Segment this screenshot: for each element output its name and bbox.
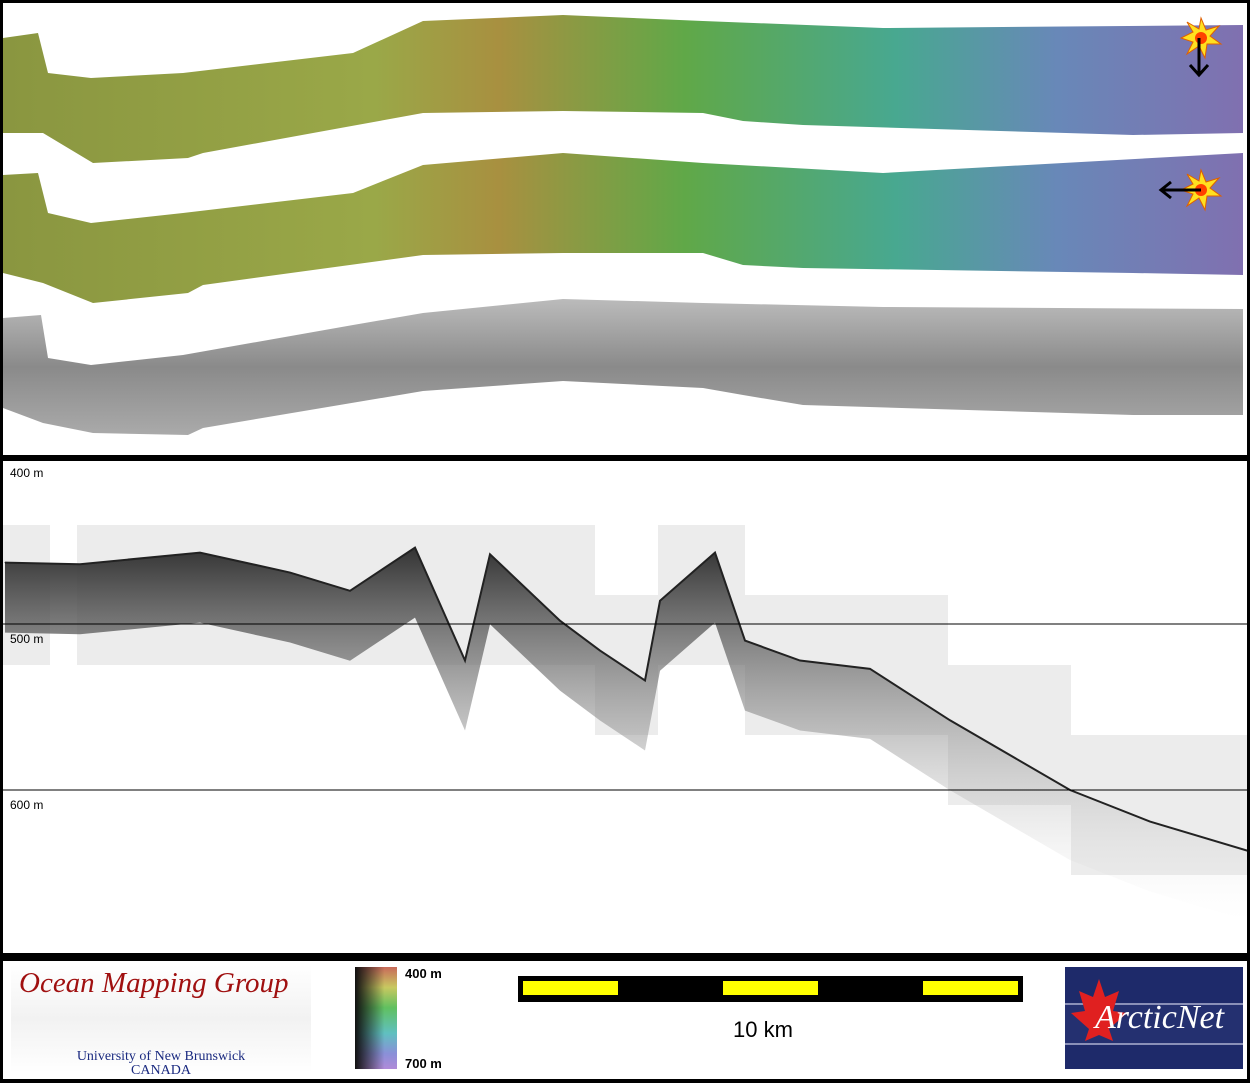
- seafloor-point: [869, 668, 871, 670]
- seafloor-point: [289, 572, 291, 574]
- arcticnet-logo-text: ArcticNet: [1095, 999, 1225, 1036]
- depth-label-500: 500 m: [10, 632, 44, 646]
- arrow-left-icon: [1158, 180, 1201, 200]
- seafloor-point: [4, 562, 6, 564]
- seafloor-point: [464, 660, 466, 662]
- seafloor-point: [414, 547, 416, 549]
- colorbar-top-label: 400 m: [405, 966, 442, 981]
- sidescan-strip: [3, 299, 1243, 435]
- depth-colorbar: [355, 967, 397, 1069]
- legend-panel: Ocean Mapping Group University of New Br…: [3, 961, 1247, 1079]
- seafloor-point: [489, 553, 491, 555]
- seafloor-point: [949, 719, 951, 721]
- colorbar-bottom-label: 700 m: [405, 1056, 442, 1071]
- depth-label-600: 600 m: [10, 798, 44, 812]
- omg-logo-university: University of New Brunswick: [76, 1049, 246, 1064]
- seafloor-point: [714, 552, 716, 554]
- seafloor-point: [644, 679, 646, 681]
- seafloor-point: [559, 620, 561, 622]
- depth-label-400: 400 m: [10, 466, 44, 480]
- scale-bar-label: 10 km: [733, 1017, 793, 1042]
- subbottom-reflection: [5, 547, 1247, 921]
- arrow-down-icon: [1188, 38, 1210, 78]
- seafloor-point: [659, 600, 661, 602]
- seafloor-point: [199, 552, 201, 554]
- seafloor-point: [744, 640, 746, 642]
- omg-logo-title: Ocean Mapping Group: [19, 967, 289, 999]
- seafloor-point: [349, 590, 351, 592]
- mosaic-strips-panel: [3, 3, 1247, 455]
- seafloor-line: [4, 546, 1247, 852]
- subbottom-profile: [3, 525, 1247, 921]
- bathymetry-strip-sun-north: [3, 15, 1243, 163]
- omg-logo-country: CANADA: [131, 1063, 191, 1078]
- seafloor-point: [1149, 821, 1151, 823]
- scale-bar: [518, 976, 1023, 1002]
- ocean-mapping-group-logo: Ocean Mapping Group University of New Br…: [11, 965, 311, 1078]
- subbottom-profile-panel: 400 m 500 m 600 m: [3, 461, 1247, 953]
- mosaic-strips: [3, 15, 1243, 435]
- seafloor-point: [799, 660, 801, 662]
- seafloor-point: [599, 650, 601, 652]
- arcticnet-logo: ArcticNet: [1065, 967, 1243, 1069]
- bathymetry-strip-sun-east: [3, 153, 1243, 303]
- seafloor-point: [79, 563, 81, 565]
